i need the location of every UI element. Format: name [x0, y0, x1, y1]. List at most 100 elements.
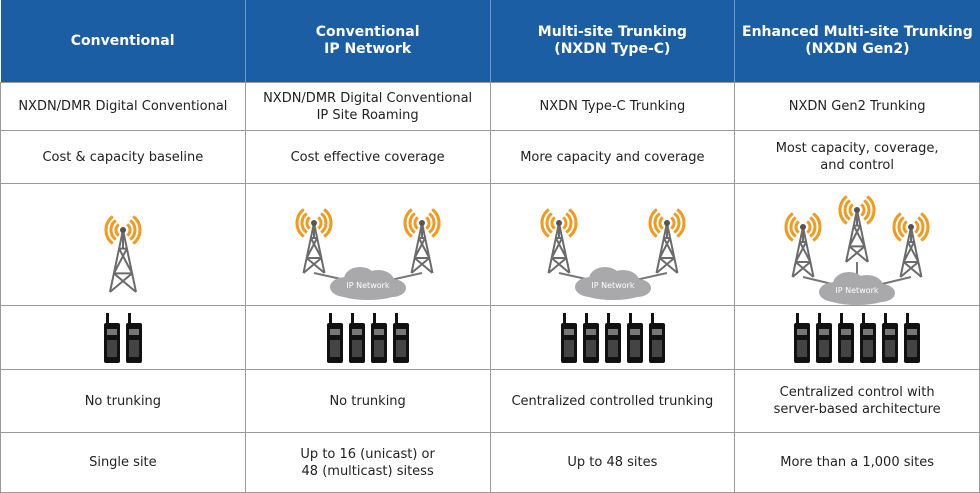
radio-antenna [818, 312, 822, 325]
tower [791, 226, 815, 278]
radio-keypad [585, 339, 596, 357]
signal-arc [305, 215, 323, 230]
radio-keypad [797, 339, 808, 357]
signal-arc [109, 218, 137, 241]
table-body: NXDN/DMR Digital Conventional NXDN/DMR Di… [0, 82, 980, 493]
radio-keypad [107, 339, 117, 357]
radio-keypad [841, 339, 852, 357]
header-row: Conventional Conventional IP Network Multi… [0, 0, 980, 83]
signal-arc [300, 211, 328, 234]
tower [655, 222, 678, 274]
signal-arc [784, 211, 822, 242]
table-cell: More capacity and coverage [489, 130, 736, 184]
table-cell: Cost & capacity baseline [0, 130, 246, 184]
radio-antenna [840, 312, 844, 325]
table-row: No trunking No trunking Centralized contro… [0, 369, 980, 433]
tower-top [800, 223, 807, 230]
radios [794, 312, 921, 363]
cloud [578, 279, 647, 300]
tower-top [120, 226, 126, 233]
table-cell: Single site [0, 432, 246, 493]
radio-keypad [373, 339, 384, 357]
radio-keypad [629, 339, 640, 357]
network-diagram: IP Network [295, 207, 441, 300]
cloud-label: IP Network [346, 281, 389, 290]
table-cell: No trunking [0, 369, 246, 433]
signal-arc [550, 215, 567, 230]
signal-arc [658, 215, 675, 230]
signal-arc [413, 215, 431, 230]
radio-keypad [907, 339, 918, 357]
column-header: Multi-site Trunking (NXDN Type-C) [489, 0, 735, 83]
table-cell: No trunking [244, 369, 491, 433]
radio-antenna [584, 312, 588, 325]
radio-screen [373, 328, 384, 335]
table-cell: Centralized control with server-based ar… [734, 369, 980, 433]
signal-arc [838, 194, 876, 225]
radio-antenna [906, 312, 910, 325]
signal-arc [848, 202, 866, 217]
signal-arc [902, 219, 920, 234]
radio-keypad [819, 339, 830, 357]
signal-arc [403, 207, 441, 238]
icon-cell: IP Network [489, 183, 736, 306]
tower-top [555, 219, 562, 226]
table-cell: Up to 16 (unicast) or 48 (multicast) sit… [244, 432, 491, 493]
radio-antenna [372, 312, 376, 325]
signal-arc [843, 198, 871, 221]
radio-screen [129, 328, 139, 335]
radio-screen [107, 328, 117, 335]
radio-screen [797, 328, 808, 335]
radios [326, 312, 409, 363]
tower-top [418, 219, 425, 226]
radio-screen [351, 328, 362, 335]
icon-cell: IP Network [244, 183, 491, 306]
table-cell: More than a 1,000 sites [734, 432, 980, 493]
tower [410, 222, 434, 274]
signal-arc [789, 215, 817, 238]
table-cell: Centralized controlled trunking [489, 369, 736, 433]
table-cell: NXDN Gen2 Trunking [734, 82, 980, 131]
signal-arc [648, 207, 685, 238]
network-diagram [104, 214, 142, 293]
signal-arc [545, 211, 572, 234]
tower-top [310, 219, 317, 226]
cloud-label: IP Network [591, 281, 634, 290]
radios [560, 312, 665, 363]
radio-keypad [395, 339, 406, 357]
table-row [0, 305, 980, 370]
tower-top [663, 219, 670, 226]
radio-antenna [884, 312, 888, 325]
radio-screen [607, 328, 618, 335]
table-cell: Most capacity, coverage, and control [734, 130, 980, 184]
signal-arc [408, 211, 436, 234]
radio-keypad [607, 339, 618, 357]
radio-antenna [394, 312, 398, 325]
radio-keypad [329, 339, 340, 357]
radio-screen [819, 328, 830, 335]
tower [547, 222, 570, 274]
tower [899, 226, 923, 278]
radio-screen [629, 328, 640, 335]
radio-keypad [129, 339, 139, 357]
radio-antenna [350, 312, 354, 325]
icon-cell [489, 305, 736, 370]
table-cell: NXDN Type-C Trunking [489, 82, 736, 131]
column-header: Conventional IP Network [244, 0, 490, 83]
network-diagram: IP Network [540, 207, 685, 300]
radio-antenna [606, 312, 610, 325]
signal-arc [892, 211, 930, 242]
radio-antenna [128, 312, 131, 325]
table-cell: NXDN/DMR Digital Conventional [0, 82, 246, 131]
icon-cell [734, 305, 980, 370]
radio-screen [329, 328, 340, 335]
radio-screen [395, 328, 406, 335]
cloud [823, 284, 892, 305]
radio-keypad [651, 339, 662, 357]
table-row: IP Network IP Network IP Network [0, 183, 980, 306]
network-diagram: IP Network [784, 194, 930, 305]
tower [845, 209, 870, 263]
radio-screen [907, 328, 918, 335]
icon-cell: IP Network [734, 183, 980, 306]
